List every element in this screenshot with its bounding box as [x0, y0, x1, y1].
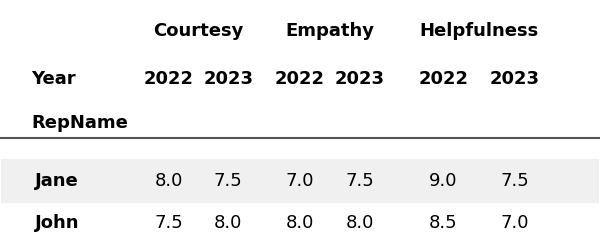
Text: 7.0: 7.0	[286, 172, 314, 190]
Text: 8.0: 8.0	[346, 214, 374, 232]
Text: Year: Year	[31, 70, 76, 88]
Text: Helpfulness: Helpfulness	[419, 22, 539, 40]
Text: 2022: 2022	[275, 70, 325, 88]
Text: 2022: 2022	[143, 70, 194, 88]
Text: 2023: 2023	[335, 70, 385, 88]
Text: 7.5: 7.5	[500, 172, 529, 190]
Text: 9.0: 9.0	[429, 172, 458, 190]
FancyBboxPatch shape	[1, 159, 599, 203]
Text: 2023: 2023	[490, 70, 540, 88]
Text: Empathy: Empathy	[286, 22, 374, 40]
Text: 8.0: 8.0	[286, 214, 314, 232]
Text: 7.5: 7.5	[154, 214, 183, 232]
Text: 7.0: 7.0	[501, 214, 529, 232]
Text: 7.5: 7.5	[346, 172, 374, 190]
Text: 8.5: 8.5	[429, 214, 458, 232]
Text: 7.5: 7.5	[214, 172, 243, 190]
Text: Courtesy: Courtesy	[153, 22, 244, 40]
Text: 2023: 2023	[203, 70, 253, 88]
Text: 8.0: 8.0	[154, 172, 183, 190]
Text: 8.0: 8.0	[214, 214, 242, 232]
Text: Jane: Jane	[35, 172, 79, 190]
Text: 2022: 2022	[418, 70, 469, 88]
Text: John: John	[35, 214, 79, 232]
Text: RepName: RepName	[31, 114, 128, 132]
